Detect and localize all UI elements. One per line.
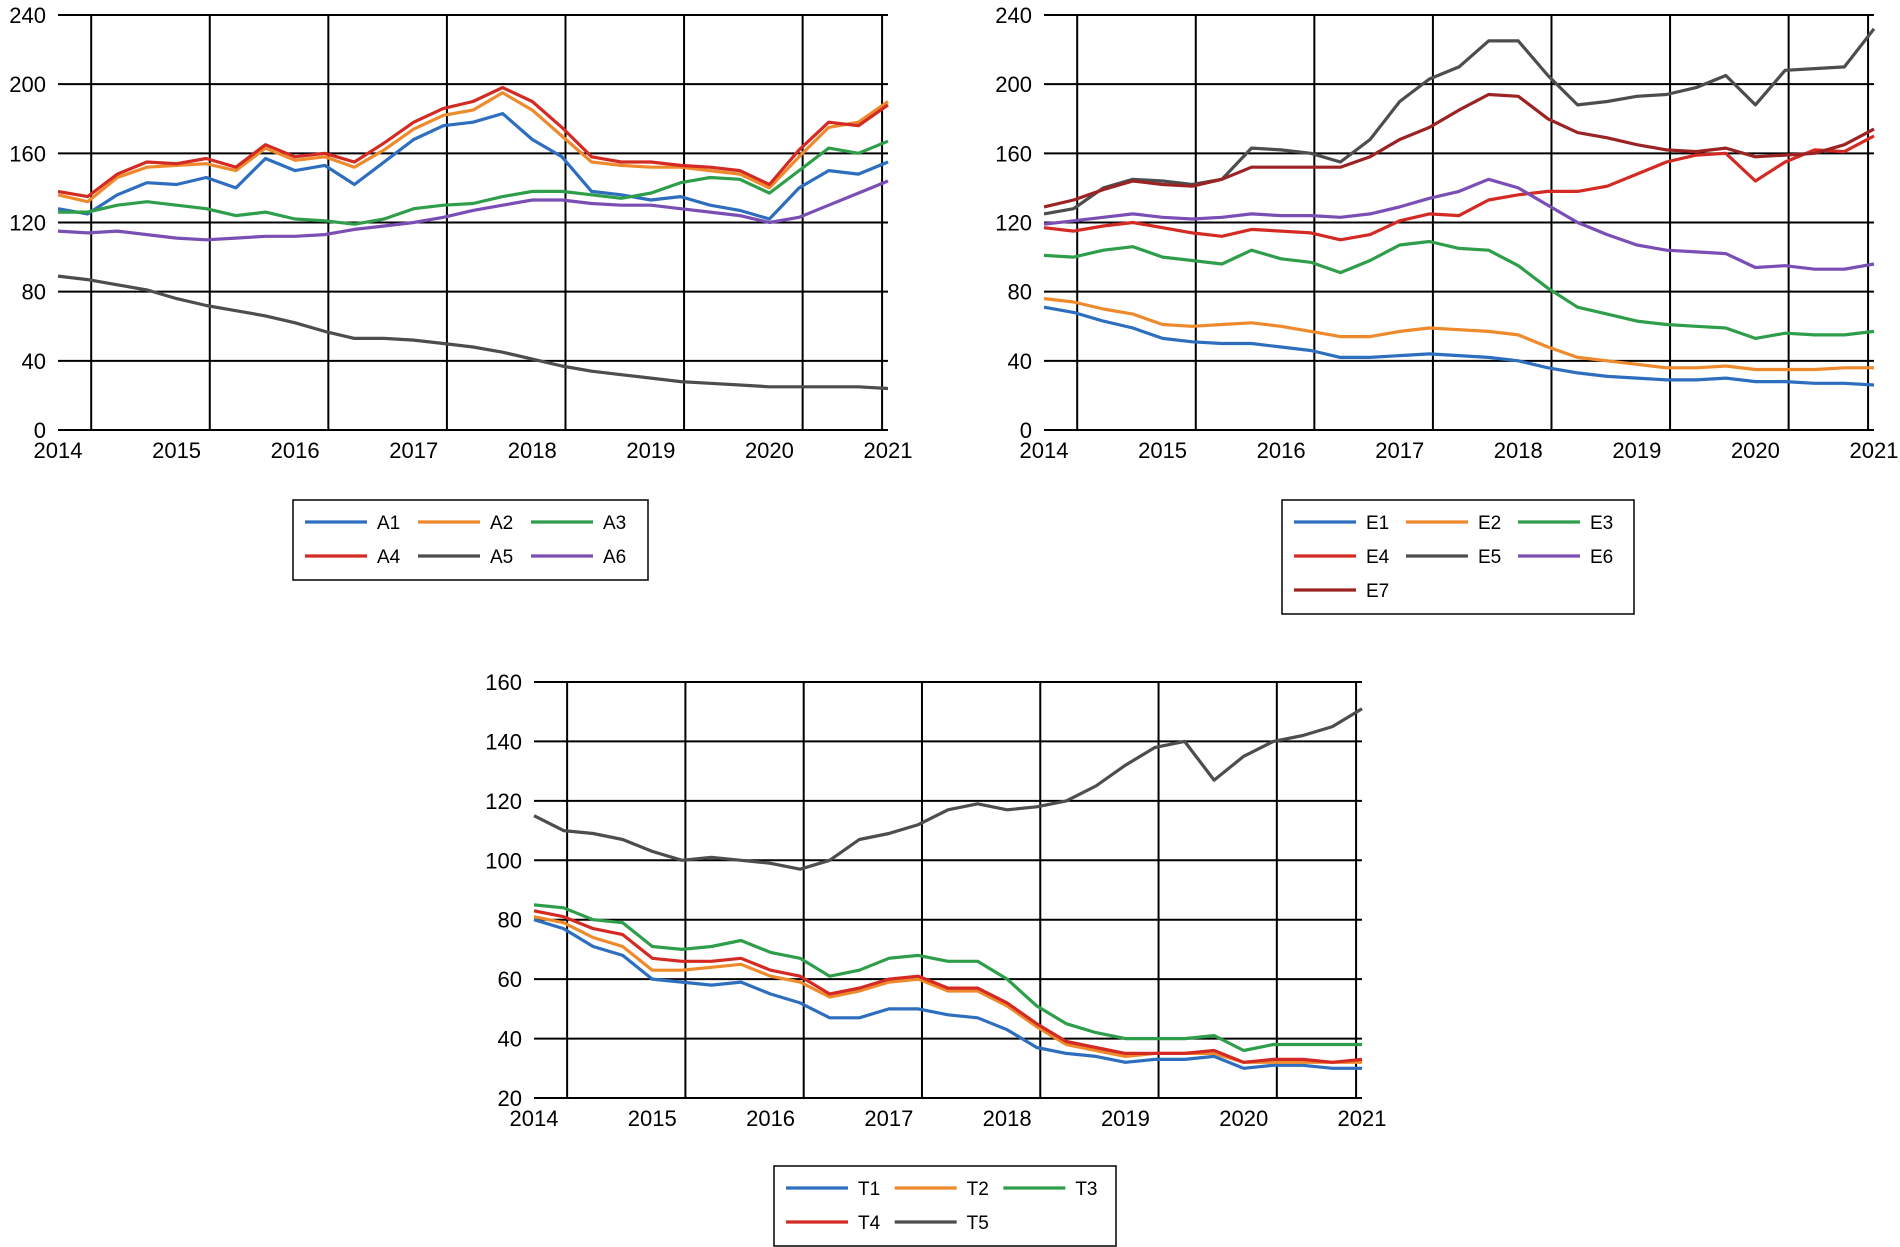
series-line-e5 [1043,27,1876,216]
series-line-e2 [1043,297,1874,372]
y-tick-label: 200 [9,72,46,97]
x-tick-label: 2019 [1101,1106,1150,1131]
series-line-a5 [57,274,889,391]
legend-label-e5: E5 [1478,547,1501,568]
chart-a-series: 0 40 80 120 160 200 240 2014 2015 2016 2017 2018 201… [9,3,913,581]
x-tick-label: 2016 [271,438,320,463]
x-tick-label: 2018 [1494,438,1543,463]
x-tick-label: 2017 [864,1106,913,1131]
series-line-e3 [1043,239,1875,340]
chart-e-series: 0 40 80 120 160 200 240 2014 2015 2016 2017 2018 201… [995,3,1899,615]
legend-label-t5: T5 [967,1213,989,1234]
series-line-a2 [57,91,889,204]
x-tick-label: 2019 [626,438,675,463]
series-line-t3 [533,903,1362,1053]
x-tick-label: 2021 [864,438,913,463]
series-line-e6 [1043,177,1875,271]
series-line-a1 [57,111,889,221]
legend-label-e2: E2 [1478,513,1501,534]
x-tick-label: 2021 [1338,1106,1387,1131]
y-tick-label: 160 [9,141,46,166]
x-tick-label: 2020 [745,438,794,463]
x-tick-label: 2016 [746,1106,795,1131]
legend-box [773,1165,1117,1247]
y-tick-label: 100 [485,848,522,873]
legend-label-e4: E4 [1366,547,1390,568]
y-tick-label: 200 [995,72,1032,97]
series-line-e4 [1043,134,1875,242]
series-line-t5 [533,707,1363,871]
series-line-a4 [57,85,889,199]
y-tick-label: 240 [995,3,1032,28]
y-tick-label: 40 [498,1027,522,1052]
y-tick-label: 80 [498,908,522,933]
x-tick-label: 2021 [1850,438,1899,463]
x-tick-label: 2016 [1257,438,1306,463]
legend-label-t1: T1 [858,1179,880,1200]
legend-label-e3: E3 [1590,513,1613,534]
legend-label-t3: T3 [1075,1179,1097,1200]
x-tick-label: 2018 [983,1106,1032,1131]
legend-label-t2: T2 [967,1179,989,1200]
x-tick-label: 2014 [34,438,83,463]
legend-label-a1: A1 [377,513,400,534]
y-tick-label: 60 [498,967,522,992]
x-tick-label: 2019 [1612,438,1661,463]
y-tick-label: 120 [485,789,522,814]
chart-t-series: 20 40 60 80 100 120 140 160 2014 2015 2016 2017 2018… [485,670,1387,1247]
legend-label-e1: E1 [1366,513,1389,534]
y-tick-label: 140 [485,729,522,754]
series-line-a3 [58,139,889,226]
x-tick-label: 2017 [1375,438,1424,463]
y-tick-label: 80 [1008,280,1032,305]
y-tick-label: 160 [485,670,522,695]
y-tick-label: 240 [9,3,46,28]
x-tick-label: 2015 [628,1106,677,1131]
x-tick-label: 2014 [1020,438,1069,463]
y-tick-label: 40 [1008,349,1032,374]
y-tick-label: 0 [1020,418,1032,443]
legend-label-e7: E7 [1366,581,1389,602]
y-tick-label: 20 [498,1086,522,1111]
legend-label-a5: A5 [490,547,513,568]
x-tick-label: 2015 [152,438,201,463]
legend-label-a3: A3 [603,513,626,534]
series-line-e7 [1043,92,1875,209]
y-tick-label: 80 [22,280,46,305]
x-tick-label: 2017 [389,438,438,463]
y-tick-label: 120 [995,211,1032,236]
x-tick-label: 2014 [510,1106,559,1131]
x-tick-label: 2020 [1219,1106,1268,1131]
x-tick-label: 2018 [508,438,557,463]
x-tick-label: 2020 [1731,438,1780,463]
legend-box [292,499,649,581]
legend-label-t4: T4 [858,1213,881,1234]
y-tick-label: 0 [34,418,46,443]
y-tick-label: 160 [995,141,1032,166]
x-tick-label: 2015 [1138,438,1187,463]
legend-label-e6: E6 [1590,547,1613,568]
series-line-t4 [533,909,1363,1064]
y-tick-label: 40 [22,349,46,374]
legend-label-a2: A2 [490,513,513,534]
legend-label-a6: A6 [603,547,626,568]
series-line-e1 [1043,305,1875,387]
legend-label-a4: A4 [377,547,401,568]
series-line-a6 [57,179,889,242]
series-line-t2 [533,915,1362,1064]
series-line-t1 [533,918,1362,1070]
y-tick-label: 120 [9,211,46,236]
